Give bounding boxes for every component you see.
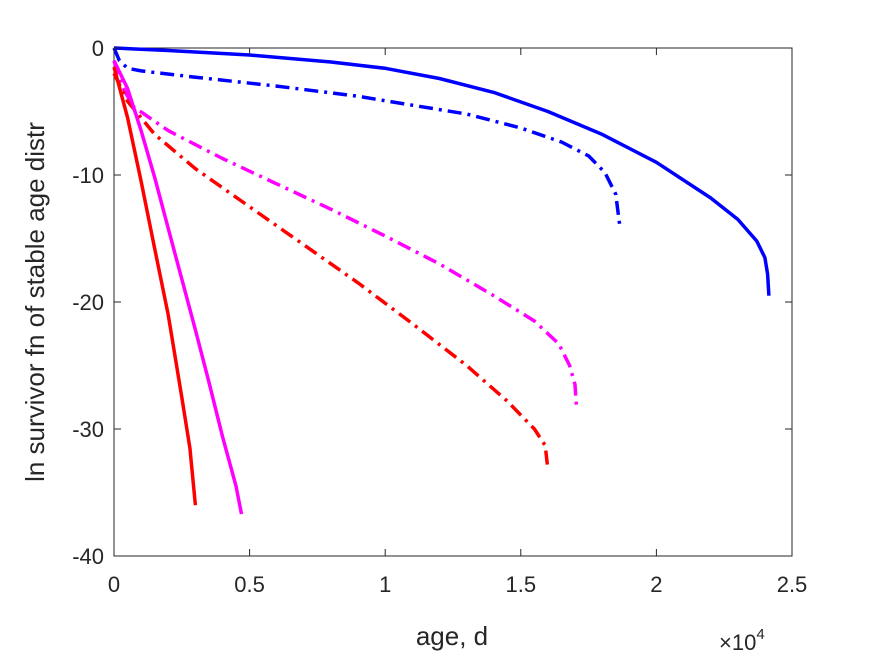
series-line-5 [112,59,244,515]
y-tick-label: -20 [72,290,104,315]
x-axis-ticks: 0 0.5 1 1.5 2 2.5 [108,48,807,597]
x-tick-label: 1.5 [506,572,537,597]
x-tick-label: 1 [379,572,391,597]
x-tick-label: 0.5 [234,572,265,597]
series-line-1 [113,46,771,296]
series-line-4 [112,72,550,470]
y-tick-label: -40 [72,544,104,569]
x-tick-label: 2 [650,572,662,597]
x-tick-label: 2.5 [777,572,808,597]
series-layer [112,46,771,515]
x-axis-label: age, d [416,621,488,651]
series-line-2 [112,47,622,227]
x-axis-multiplier: ×104 [719,626,765,655]
x-axis-multiplier-exponent: 4 [756,626,764,643]
x-tick-label: 0 [108,572,120,597]
y-axis-ticks: 0 -10 -20 -30 -40 [72,36,792,569]
y-tick-label: 0 [92,36,104,61]
plot-area [113,47,793,557]
y-axis-label: ln survivor fn of stable age distr [20,122,50,482]
plot-frame [113,47,793,557]
x-axis-multiplier-base: ×10 [719,630,756,655]
series-line-3 [112,60,579,407]
series-line-6 [112,66,198,506]
y-tick-label: -10 [72,163,104,188]
y-tick-label: -30 [72,417,104,442]
